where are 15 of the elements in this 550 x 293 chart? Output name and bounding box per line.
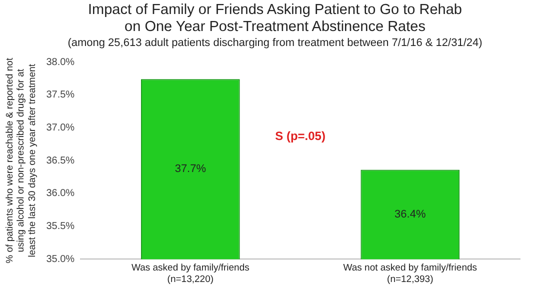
chart-subtitle: (among 25,613 adult patients discharging from treatment between 7/1/16 & 12/31/24)	[66, 37, 484, 50]
y-tick-label: 35.5%	[46, 221, 75, 232]
y-tick-label: 38.0%	[46, 56, 75, 68]
x-tick-label: Was asked by family/friends (n=13,220)	[131, 262, 250, 285]
y-tick-label: 36.0%	[46, 188, 75, 200]
data-label: 37.7%	[174, 163, 206, 176]
y-axis-title: % of patients who were reachable & reported not using alcohol or non-prescribed drugs for at least the last 30 days one year after treatment	[4, 58, 38, 264]
annotation: S (p=.05)	[275, 129, 326, 144]
y-tick-label: 36.5%	[46, 155, 75, 166]
y-tick-label: 35.0%	[46, 254, 75, 265]
y-tick-label: 37.0%	[46, 122, 75, 134]
data-label: 36.4%	[394, 208, 426, 221]
x-tick-label: Was not asked by family/friends (n=12,393)	[343, 262, 478, 285]
chart-title: Impact of Family or Friends Asking Patient to Go to Rehab on One Year Post-Treatment Abstinence Rates	[87, 2, 463, 36]
y-tick-label: 37.5%	[46, 90, 75, 101]
